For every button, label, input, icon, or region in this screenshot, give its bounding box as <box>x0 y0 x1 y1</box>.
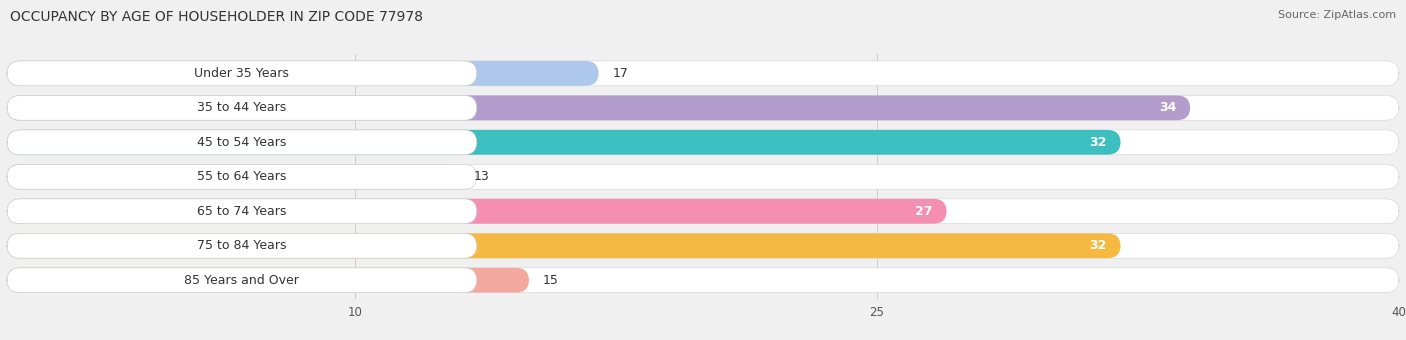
Text: 32: 32 <box>1090 239 1107 252</box>
Text: 85 Years and Over: 85 Years and Over <box>184 274 299 287</box>
Text: 34: 34 <box>1159 101 1177 114</box>
Text: Under 35 Years: Under 35 Years <box>194 67 290 80</box>
FancyBboxPatch shape <box>7 233 477 258</box>
FancyBboxPatch shape <box>7 164 477 189</box>
Text: OCCUPANCY BY AGE OF HOUSEHOLDER IN ZIP CODE 77978: OCCUPANCY BY AGE OF HOUSEHOLDER IN ZIP C… <box>10 10 423 24</box>
Text: 35 to 44 Years: 35 to 44 Years <box>197 101 287 114</box>
FancyBboxPatch shape <box>7 130 477 155</box>
Text: 17: 17 <box>613 67 628 80</box>
FancyBboxPatch shape <box>7 233 1399 258</box>
FancyBboxPatch shape <box>7 164 1399 189</box>
FancyBboxPatch shape <box>7 199 946 224</box>
Text: 65 to 74 Years: 65 to 74 Years <box>197 205 287 218</box>
FancyBboxPatch shape <box>7 268 477 293</box>
FancyBboxPatch shape <box>7 268 529 293</box>
Text: 55 to 64 Years: 55 to 64 Years <box>197 170 287 183</box>
Text: 45 to 54 Years: 45 to 54 Years <box>197 136 287 149</box>
FancyBboxPatch shape <box>7 233 1121 258</box>
Text: 75 to 84 Years: 75 to 84 Years <box>197 239 287 252</box>
Text: Source: ZipAtlas.com: Source: ZipAtlas.com <box>1278 10 1396 20</box>
FancyBboxPatch shape <box>7 199 477 224</box>
Text: 27: 27 <box>915 205 932 218</box>
FancyBboxPatch shape <box>7 61 477 86</box>
FancyBboxPatch shape <box>7 96 477 120</box>
Text: 13: 13 <box>474 170 489 183</box>
FancyBboxPatch shape <box>7 96 1191 120</box>
FancyBboxPatch shape <box>7 130 1121 155</box>
FancyBboxPatch shape <box>7 61 599 86</box>
Text: 15: 15 <box>543 274 558 287</box>
FancyBboxPatch shape <box>7 130 1399 155</box>
FancyBboxPatch shape <box>7 96 1399 120</box>
FancyBboxPatch shape <box>7 199 1399 224</box>
FancyBboxPatch shape <box>7 268 1399 293</box>
FancyBboxPatch shape <box>7 61 1399 86</box>
FancyBboxPatch shape <box>7 164 460 189</box>
Text: 32: 32 <box>1090 136 1107 149</box>
